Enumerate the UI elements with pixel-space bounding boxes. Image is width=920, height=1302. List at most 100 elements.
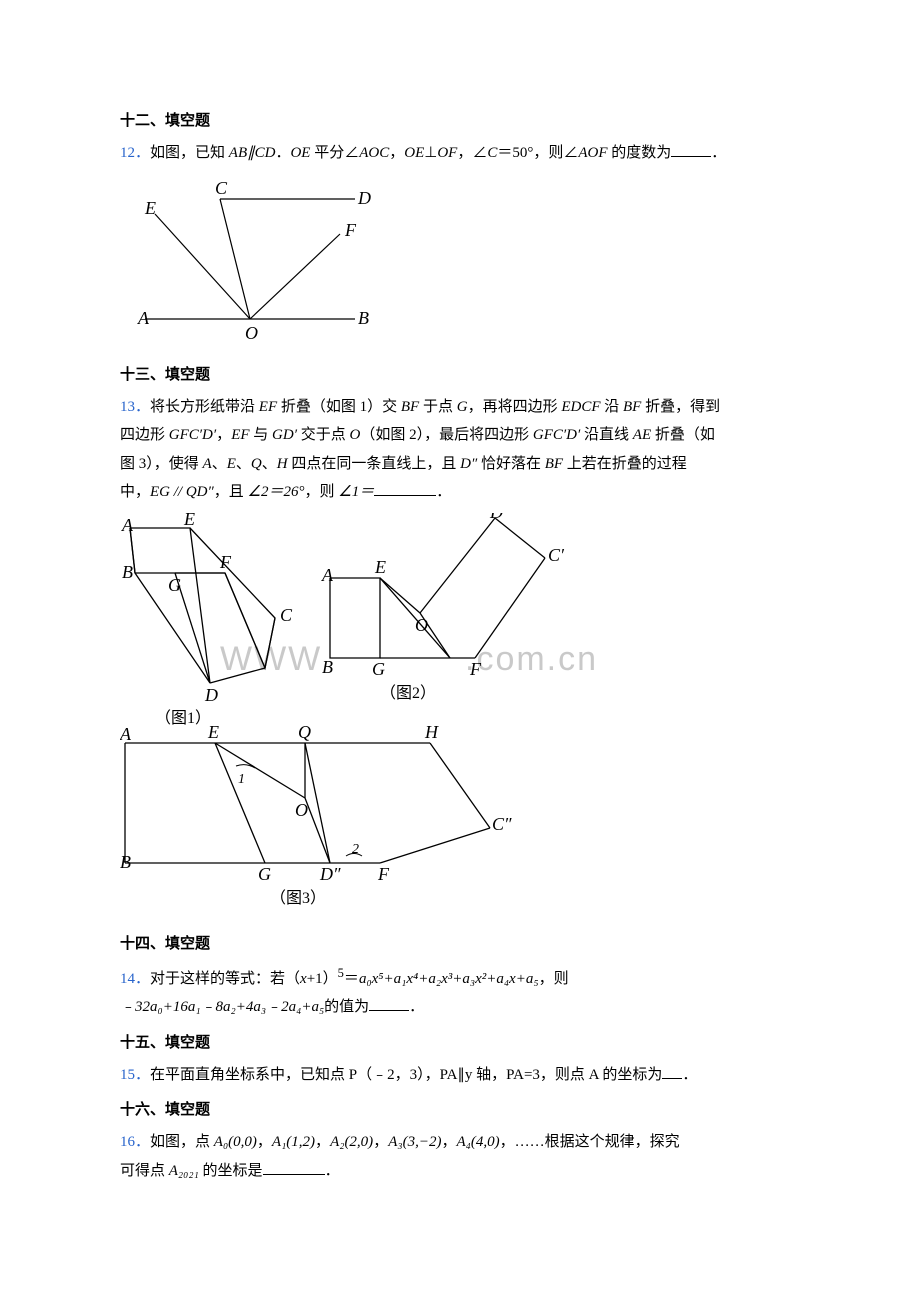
svg-text:G: G <box>168 575 181 595</box>
qnum-16: 16． <box>120 1134 150 1150</box>
svg-text:D: D <box>357 188 371 208</box>
qnum-13: 13． <box>120 399 150 415</box>
p13-s2: 、 <box>236 456 251 472</box>
p13-2c: 与 <box>250 427 273 443</box>
p13-dpp: D″ <box>460 456 477 472</box>
p12-end: 的度数为 <box>608 145 672 161</box>
problem-16: 16．如图，点 A₀(0,0)，A₁(1,2)，A₂(2,0)，A₃(3,−2)… <box>120 1128 830 1185</box>
p13-4b: ，且 <box>214 484 248 500</box>
svg-text:B: B <box>358 308 369 328</box>
p13-2a: 四边形 <box>120 427 169 443</box>
svg-text:C: C <box>280 605 293 625</box>
svg-text:E: E <box>144 198 156 218</box>
p14-eq: ＝ <box>344 971 359 987</box>
p16-s1: ， <box>257 1134 272 1150</box>
p13-3c: 恰好落在 <box>477 456 545 472</box>
section-16-heading: 十六、填空题 <box>120 1097 830 1124</box>
svg-text:F: F <box>219 552 232 572</box>
svg-text:E: E <box>207 722 219 742</box>
problem-14: 14．对于这样的等式：若（x+1）5＝a₀x⁵+a₁x⁴+a₂x³+a₃x²+a… <box>120 962 830 1022</box>
p16-s3: ， <box>373 1134 388 1150</box>
p12-t1: 如图，已知 <box>150 145 229 161</box>
p12-of: OF <box>437 145 457 161</box>
p14-plus1: +1） <box>307 971 338 987</box>
svg-text:（图1）: （图1） <box>155 709 211 727</box>
p13-q: Q <box>251 456 262 472</box>
p16-l2a: 可得点 <box>120 1163 169 1179</box>
p13-gfcd2: GFC′D′ <box>533 427 580 443</box>
p13-egqd: EG // QD″ <box>150 484 214 500</box>
svg-text:G: G <box>372 659 385 679</box>
p13-h: H <box>277 456 288 472</box>
p14-blank <box>369 995 409 1011</box>
svg-text:2: 2 <box>352 842 359 857</box>
p15-text: 在平面直角坐标系中，已知点 P（﹣2，3），PA∥y 轴，PA=3，则点 A 的… <box>150 1067 662 1083</box>
p13-1b: 折叠（如图 1）交 <box>277 399 401 415</box>
p16-l2b: 的坐标是 <box>199 1163 263 1179</box>
p13-ef: EF <box>259 399 277 415</box>
section-15-heading: 十五、填空题 <box>120 1030 830 1057</box>
p16-a4: A₄(4,0) <box>456 1134 499 1150</box>
problem-15: 15．在平面直角坐标系中，已知点 P（﹣2，3），PA∥y 轴，PA=3，则点 … <box>120 1061 830 1090</box>
problem-12: 12．如图，已知 AB∥CD．OE 平分∠AOC，OE⊥OF，∠C＝50°，则∠… <box>120 139 830 168</box>
p13-s1: 、 <box>212 456 227 472</box>
section-12-heading: 十二、填空题 <box>120 108 830 135</box>
p13-4a: 中， <box>120 484 150 500</box>
p13-blank <box>374 480 436 496</box>
p13-gd: GD′ <box>272 427 297 443</box>
p12-c: C <box>487 145 497 161</box>
p13-2f: 沿直线 <box>580 427 633 443</box>
svg-text:H: H <box>424 722 439 742</box>
section-13-heading: 十三、填空题 <box>120 362 830 389</box>
p16-a2: A₂(2,0) <box>330 1134 373 1150</box>
svg-text:C″: C″ <box>492 814 512 834</box>
p13-1a: 将长方形纸带沿 <box>150 399 259 415</box>
p13-a: A <box>203 456 212 472</box>
p12-t5: ，∠ <box>457 145 487 161</box>
p13-2d: 交于点 <box>297 427 350 443</box>
p13-3d: 上若在折叠的过程 <box>563 456 687 472</box>
svg-text:B: B <box>322 657 333 677</box>
p14-x: x <box>300 971 307 987</box>
svg-text:B: B <box>122 562 133 582</box>
svg-text:O: O <box>415 615 428 635</box>
p13-3b: 四点在同一条直线上，且 <box>288 456 461 472</box>
svg-text:E: E <box>183 513 195 529</box>
p16-dots: ，……根据这个规律，探究 <box>500 1134 680 1150</box>
p13-s3: 、 <box>262 456 277 472</box>
p12-t4: ， <box>389 145 404 161</box>
p13-period: ． <box>436 484 451 500</box>
svg-text:G: G <box>258 864 271 884</box>
p13-o: O <box>350 427 361 443</box>
p16-a0: A₀(0,0) <box>214 1134 257 1150</box>
svg-text:E: E <box>374 557 386 577</box>
svg-text:（图3）: （图3） <box>270 889 326 907</box>
p13-edcf: EDCF <box>561 399 600 415</box>
p14-line2: ﹣32a₀+16a₁﹣8a₂+4a₃﹣2a₄+a₅ <box>120 999 324 1015</box>
svg-text:B: B <box>120 852 131 872</box>
svg-text:C′: C′ <box>548 545 565 565</box>
qnum-12: 12． <box>120 145 150 161</box>
svg-text:F: F <box>377 864 390 884</box>
svg-text:D: D <box>204 685 218 705</box>
p13-2e: （如图 2），最后将四边形 <box>360 427 533 443</box>
p12-oe2: OE <box>404 145 424 161</box>
svg-text:D′: D′ <box>489 513 508 522</box>
p13-1c: 于点 <box>419 399 457 415</box>
svg-text:1: 1 <box>238 772 245 787</box>
p12-oe: OE <box>290 145 310 161</box>
svg-text:F: F <box>469 659 482 679</box>
p12-aoc: AOC <box>359 145 389 161</box>
svg-text:C: C <box>215 178 228 198</box>
p13-1f: 折叠，得到 <box>641 399 720 415</box>
p14-line2-end: 的值为 <box>324 999 369 1015</box>
svg-text:A: A <box>121 515 134 535</box>
p15-period: ． <box>682 1067 697 1083</box>
p16-s2: ， <box>315 1134 330 1150</box>
p12-blank <box>671 141 711 157</box>
p13-1d: ，再将四边形 <box>468 399 562 415</box>
p16-period: ． <box>325 1163 340 1179</box>
p13-bf3: BF <box>545 456 563 472</box>
svg-text:Q: Q <box>298 722 311 742</box>
svg-text:O: O <box>245 323 258 343</box>
